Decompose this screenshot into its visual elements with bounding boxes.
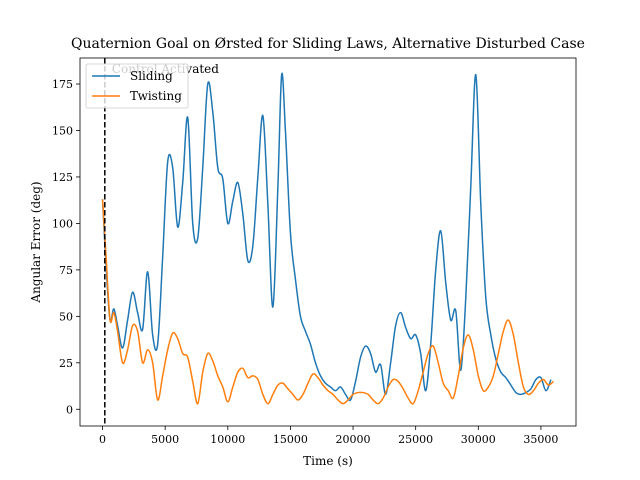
- y-tick-label: 125: [52, 171, 73, 184]
- series-line-twisting: [101, 199, 554, 405]
- y-tick-label: 25: [59, 357, 73, 370]
- x-tick-label: 15000: [273, 433, 308, 446]
- legend: Sliding Twisting: [85, 63, 189, 109]
- axes-frame: [79, 57, 577, 427]
- series-group: [101, 72, 554, 405]
- x-tick-label: 5000: [151, 433, 179, 446]
- legend-label-sliding: Sliding: [130, 69, 173, 83]
- x-tick-label: 25000: [398, 433, 433, 446]
- legend-box: [85, 63, 189, 109]
- legend-label-twisting: Twisting: [130, 89, 182, 103]
- series-line-sliding: [101, 72, 552, 402]
- y-tick-label: 0: [66, 403, 73, 416]
- y-tick-label: 175: [52, 78, 73, 91]
- axes: 0 5000 10000 15000 20000 25000 30000 35000 0 25 50…: [52, 57, 577, 446]
- chart-title: Quaternion Goal on Ørsted for Sliding La…: [71, 36, 585, 52]
- x-tick-label: 20000: [336, 433, 371, 446]
- y-tick-label: 50: [59, 310, 73, 323]
- x-tick-label: 10000: [210, 433, 245, 446]
- y-axis-label: Angular Error (deg): [29, 181, 43, 303]
- x-axis-label: Time (s): [303, 454, 353, 468]
- plot-area: Control Activated: [101, 58, 554, 426]
- y-tick-label: 100: [52, 217, 73, 230]
- y-tick-label: 75: [59, 264, 73, 277]
- x-tick-label: 30000: [461, 433, 496, 446]
- x-tick-label: 35000: [523, 433, 558, 446]
- x-tick-label: 0: [99, 433, 106, 446]
- y-tick-label: 150: [52, 124, 73, 137]
